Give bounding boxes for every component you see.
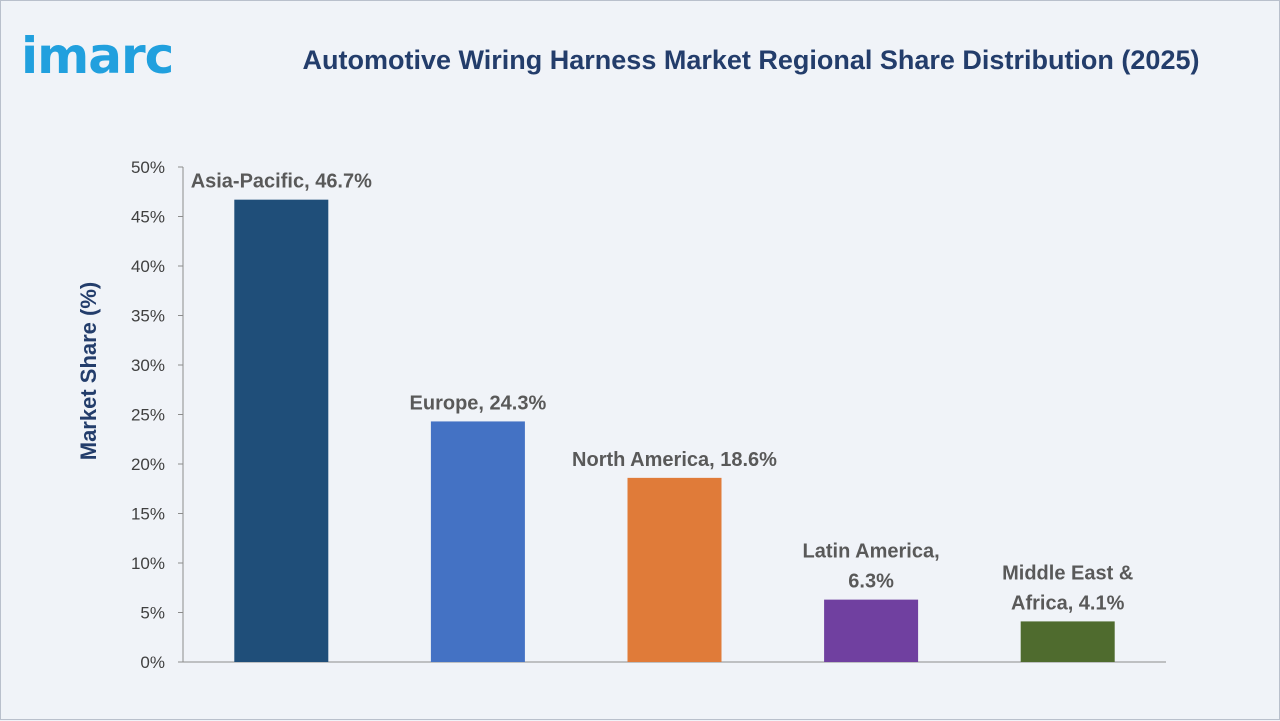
y-tick-label: 15% — [131, 505, 165, 524]
bar-data-label: Asia-Pacific, 46.7% — [191, 171, 372, 193]
y-tick-label: 45% — [131, 208, 165, 227]
bar — [234, 199, 329, 663]
y-tick-label: 40% — [131, 257, 165, 276]
y-tick-label: 25% — [131, 406, 165, 425]
bar-data-label: Middle East & — [1002, 562, 1133, 584]
bar — [824, 599, 919, 662]
bar-data-label: Europe, 24.3% — [410, 392, 547, 414]
bar-data-label: North America, 18.6% — [572, 449, 777, 471]
y-tick-label: 35% — [131, 307, 165, 326]
bar — [1020, 621, 1115, 662]
imarc-logo: imarc — [21, 27, 174, 85]
y-tick-label: 30% — [131, 356, 165, 375]
y-tick-label: 5% — [140, 604, 165, 623]
bar — [430, 421, 525, 662]
bar-data-label: Africa, 4.1% — [1011, 592, 1125, 614]
chart-title: Automotive Wiring Harness Market Regiona… — [302, 45, 1200, 75]
y-tick-label: 50% — [131, 158, 165, 177]
y-tick-label: 20% — [131, 455, 165, 474]
y-tick-label: 10% — [131, 554, 165, 573]
bar — [627, 477, 722, 662]
bar-data-label: Latin America, — [803, 541, 940, 563]
bar-data-label: 6.3% — [848, 571, 894, 593]
y-tick-label: 0% — [140, 653, 165, 672]
